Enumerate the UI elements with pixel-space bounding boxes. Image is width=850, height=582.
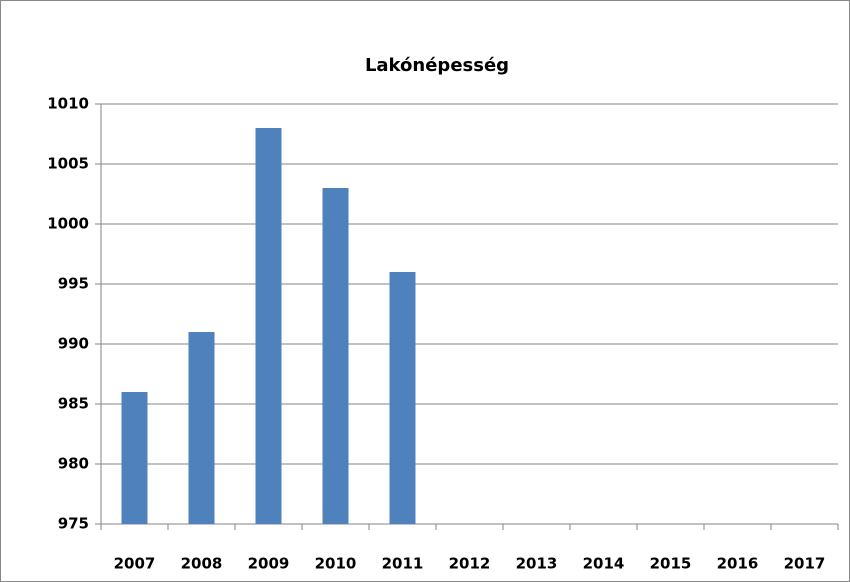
y-tick-label: 1000 [47,215,89,233]
bar [188,332,215,524]
x-tick-label: 2017 [784,555,826,573]
y-tick-label: 995 [58,275,89,293]
x-tick-label: 2009 [248,555,290,573]
bar [121,392,148,524]
y-tick-label: 1005 [47,155,89,173]
x-tick-label: 2014 [583,555,625,573]
bar [389,272,416,524]
x-tick-label: 2012 [449,555,491,573]
x-tick-label: 2015 [650,555,692,573]
x-tick-label: 2008 [181,555,223,573]
y-tick-label: 975 [58,515,89,533]
y-tick-label: 990 [58,335,89,353]
x-tick-label: 2010 [315,555,357,573]
x-tick-label: 2016 [717,555,759,573]
y-tick-label: 985 [58,395,89,413]
y-tick-label: 980 [58,455,89,473]
bar [322,188,349,524]
x-tick-label: 2013 [516,555,558,573]
bar [255,128,282,524]
x-tick-label: 2007 [114,555,156,573]
y-tick-label: 1010 [47,95,89,113]
x-tick-label: 2011 [382,555,424,573]
chart-title: Lakónépesség [365,55,509,76]
